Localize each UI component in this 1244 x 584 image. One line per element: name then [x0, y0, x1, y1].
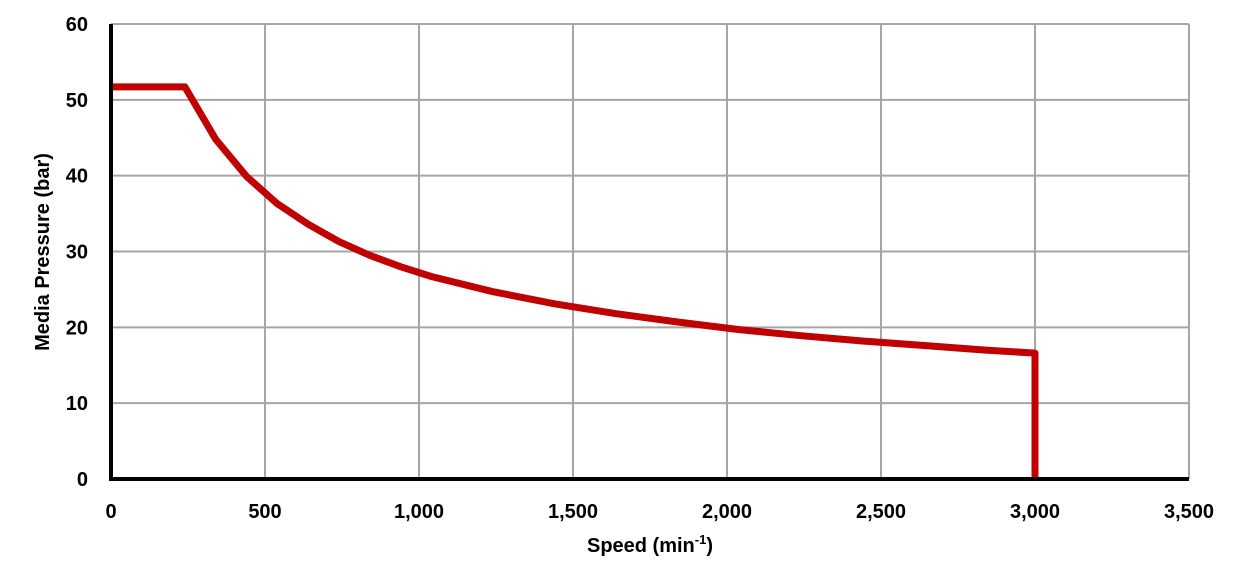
axes — [109, 24, 1189, 481]
y-tick-label: 60 — [66, 14, 88, 36]
x-tick-label: 2,500 — [856, 501, 906, 523]
x-tick-label: 1,500 — [548, 501, 598, 523]
y-tick-label: 50 — [66, 90, 88, 112]
y-tick-label: 0 — [77, 469, 88, 491]
y-tick-label: 40 — [66, 166, 88, 188]
y-tick-label: 10 — [66, 393, 88, 415]
x-tick-label: 0 — [105, 501, 116, 523]
y-tick-labels: 0 10 20 30 40 50 60 — [66, 14, 88, 491]
y-axis-label: Media Pressure (bar) — [32, 153, 54, 351]
x-tick-label: 2,000 — [702, 501, 752, 523]
data-series — [111, 83, 1039, 479]
x-tick-label: 500 — [248, 501, 281, 523]
pressure-line — [111, 83, 1039, 479]
gridlines — [111, 23, 1190, 479]
x-tick-label: 3,500 — [1164, 501, 1214, 523]
y-tick-label: 30 — [66, 242, 88, 264]
x-tick-label: 3,000 — [1010, 501, 1060, 523]
x-axis-label: Speed (min-1) — [587, 532, 713, 557]
x-tick-label: 1,000 — [394, 501, 444, 523]
x-tick-labels: 0 500 1,000 1,500 2,000 2,500 3,000 3,500 — [105, 501, 1214, 523]
y-tick-label: 20 — [66, 317, 88, 339]
